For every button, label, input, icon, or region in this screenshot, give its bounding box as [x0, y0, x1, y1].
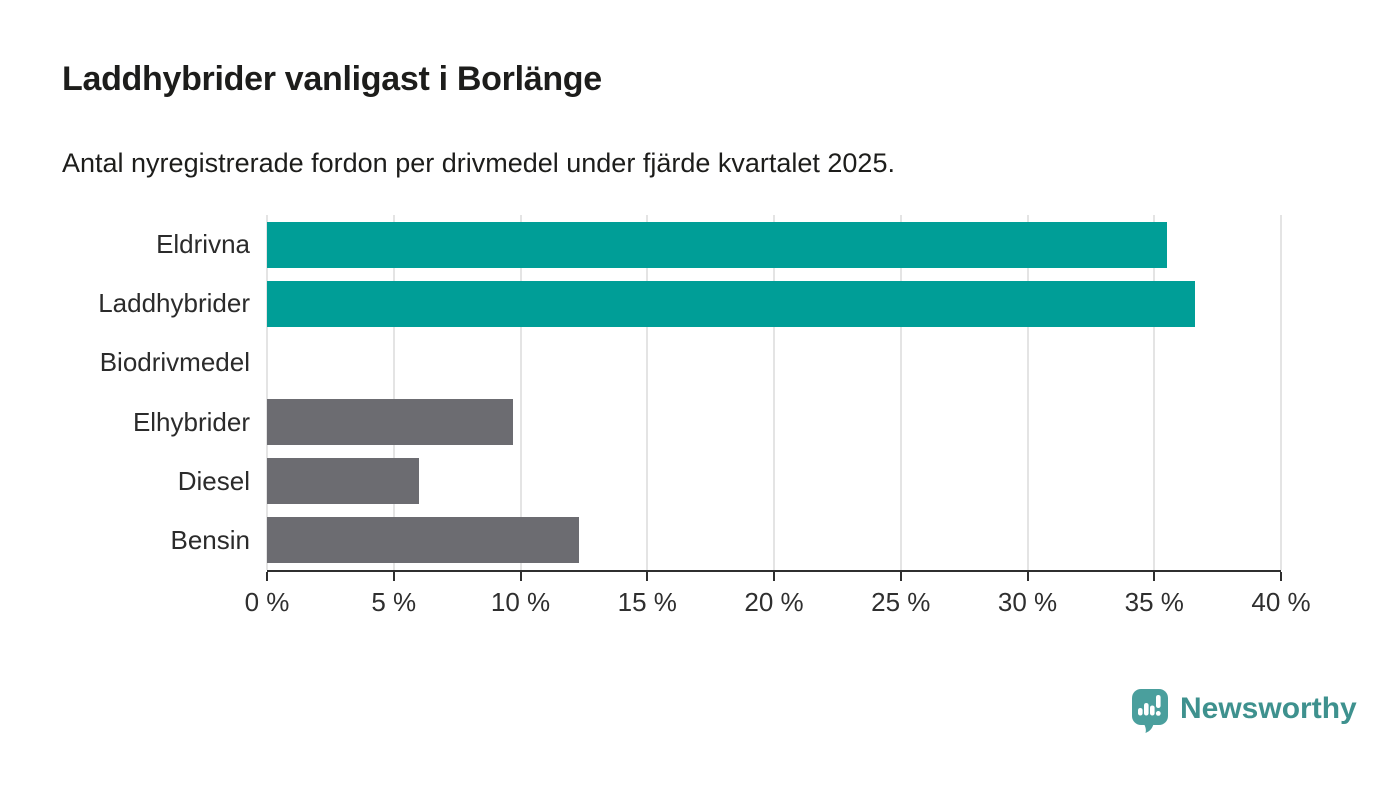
bar-laddhybrider — [267, 280, 1195, 327]
axis-tick — [773, 572, 775, 581]
axis-tick-label: 20 % — [744, 587, 804, 617]
axis-tick — [899, 572, 902, 581]
axis-tick-label: 15 % — [617, 587, 677, 617]
gridline — [1153, 215, 1156, 570]
gridline — [1280, 215, 1282, 570]
gridline — [519, 215, 522, 570]
category-label: Elhybrider — [132, 406, 250, 437]
gridline — [392, 215, 395, 570]
newsworthy-logo: Newsworthy — [1131, 688, 1357, 734]
axis-tick-label: 10 % — [490, 587, 551, 617]
chart-subtitle: Antal nyregistrerade fordon per drivmede… — [62, 148, 895, 178]
axis-tick-label: 35 % — [1124, 587, 1184, 617]
category-axis: Eldrivna Laddhybrider Biodrivmedel Elhybrid… — [0, 215, 250, 570]
axis-tick-label: 30 % — [997, 587, 1058, 617]
bar-elhybrider — [267, 399, 513, 446]
axis-tick — [646, 572, 649, 581]
axis-tick-label: 40 % — [1251, 587, 1311, 617]
category-label: Bensin — [170, 524, 251, 555]
axis-tick — [392, 572, 395, 581]
bar-eldrivna — [267, 221, 1167, 268]
axis-tick-label: 5 % — [371, 587, 417, 617]
gridline — [899, 215, 902, 570]
plot-area — [266, 215, 1282, 570]
axis-tick — [266, 572, 268, 581]
chart-title: Laddhybrider vanligast i Borlänge — [62, 60, 602, 98]
x-axis: 0 % 5 % 10 % 15 % 20 % 25 % 30 % 35 % 40 % — [245, 570, 1311, 627]
newsworthy-logo-text: Newsworthy — [1180, 692, 1357, 725]
speech-bubble-bar-chart-icon — [1132, 689, 1168, 733]
axis-tick-label: 25 % — [871, 587, 931, 617]
axis-tick — [1153, 572, 1156, 581]
bar-diesel — [267, 458, 420, 505]
category-label: Eldrivna — [156, 229, 250, 260]
axis-tick — [1026, 572, 1029, 581]
axis-tick — [1280, 572, 1282, 581]
category-label: Diesel — [177, 465, 250, 496]
gridline — [1026, 215, 1029, 570]
category-label: Biodrivmedel — [99, 347, 250, 378]
bar-bensin — [267, 517, 579, 564]
axis-tick — [519, 572, 522, 581]
gridline — [773, 215, 775, 570]
gridline — [646, 215, 649, 570]
axis-tick-label: 0 % — [244, 587, 290, 617]
category-label: Laddhybrider — [98, 288, 250, 319]
gridline — [266, 215, 268, 570]
